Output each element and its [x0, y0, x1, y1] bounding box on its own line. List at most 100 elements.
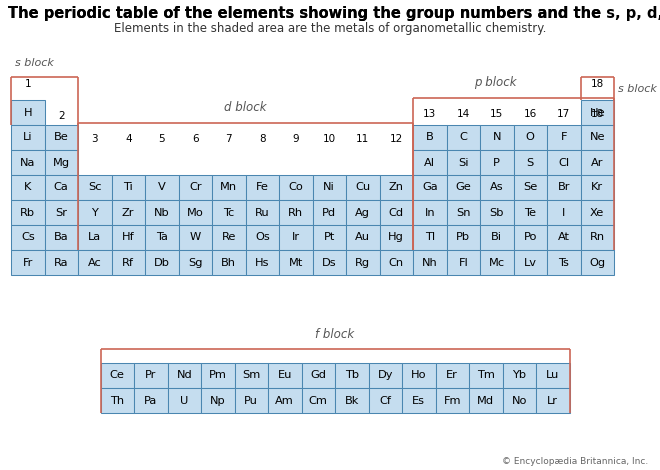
- Text: Mt: Mt: [288, 258, 303, 267]
- Bar: [212, 175, 246, 200]
- Bar: [447, 150, 480, 175]
- Text: Ca: Ca: [54, 182, 69, 193]
- Bar: [480, 150, 513, 175]
- Text: Zn: Zn: [389, 182, 404, 193]
- Bar: [480, 225, 513, 250]
- Bar: [480, 175, 513, 200]
- Bar: [402, 388, 436, 413]
- Bar: [268, 363, 302, 388]
- Bar: [379, 225, 413, 250]
- Text: Pm: Pm: [209, 370, 226, 381]
- Bar: [78, 225, 112, 250]
- Bar: [11, 225, 44, 250]
- Bar: [11, 175, 44, 200]
- Bar: [413, 150, 447, 175]
- Text: Rb: Rb: [20, 207, 36, 218]
- Text: Lu: Lu: [546, 370, 560, 381]
- Bar: [402, 363, 436, 388]
- Bar: [44, 225, 78, 250]
- Bar: [581, 250, 614, 275]
- Text: U: U: [180, 395, 189, 406]
- Bar: [379, 200, 413, 225]
- Text: Cn: Cn: [389, 258, 404, 267]
- Text: Mo: Mo: [187, 207, 204, 218]
- Text: 10: 10: [323, 134, 336, 144]
- Text: Mc: Mc: [488, 258, 505, 267]
- Text: Lv: Lv: [524, 258, 537, 267]
- Bar: [44, 250, 78, 275]
- Text: Al: Al: [424, 157, 435, 167]
- Text: Tl: Tl: [424, 233, 435, 243]
- Bar: [581, 100, 614, 125]
- Text: Eu: Eu: [278, 370, 292, 381]
- Text: Cm: Cm: [309, 395, 327, 406]
- Bar: [246, 200, 279, 225]
- Text: Hf: Hf: [122, 233, 135, 243]
- Bar: [302, 363, 335, 388]
- Bar: [547, 175, 581, 200]
- Text: Rf: Rf: [122, 258, 134, 267]
- Bar: [447, 125, 480, 150]
- Text: Hg: Hg: [388, 233, 404, 243]
- Text: Th: Th: [110, 395, 124, 406]
- Bar: [11, 150, 44, 175]
- Bar: [312, 175, 346, 200]
- Bar: [212, 225, 246, 250]
- Bar: [346, 250, 380, 275]
- Text: Cs: Cs: [21, 233, 34, 243]
- Text: Er: Er: [446, 370, 458, 381]
- Text: Nd: Nd: [176, 370, 192, 381]
- Text: Pa: Pa: [144, 395, 157, 406]
- Text: Kr: Kr: [591, 182, 603, 193]
- Text: Bk: Bk: [345, 395, 359, 406]
- Text: La: La: [88, 233, 102, 243]
- Text: H: H: [24, 108, 32, 118]
- Bar: [145, 250, 178, 275]
- Text: 9: 9: [292, 134, 299, 144]
- Text: 11: 11: [356, 134, 370, 144]
- Text: Cf: Cf: [379, 395, 391, 406]
- Text: Tc: Tc: [223, 207, 234, 218]
- Text: 18: 18: [591, 79, 604, 89]
- Text: He: He: [589, 108, 605, 118]
- Bar: [447, 250, 480, 275]
- Text: Pd: Pd: [322, 207, 337, 218]
- Text: B: B: [426, 133, 434, 142]
- Bar: [346, 225, 380, 250]
- Text: Gd: Gd: [310, 370, 326, 381]
- Text: Fl: Fl: [459, 258, 468, 267]
- Bar: [145, 225, 178, 250]
- Bar: [513, 200, 547, 225]
- Text: K: K: [24, 182, 32, 193]
- Text: s block: s block: [15, 58, 54, 68]
- Text: 12: 12: [389, 134, 403, 144]
- Text: Nh: Nh: [422, 258, 438, 267]
- Bar: [178, 175, 212, 200]
- Text: Ra: Ra: [54, 258, 69, 267]
- Text: Mg: Mg: [53, 157, 70, 167]
- Bar: [279, 175, 312, 200]
- Bar: [480, 250, 513, 275]
- Bar: [168, 363, 201, 388]
- Text: Ba: Ba: [54, 233, 69, 243]
- Text: Rg: Rg: [355, 258, 370, 267]
- Bar: [413, 125, 447, 150]
- Text: Sn: Sn: [456, 207, 471, 218]
- Text: Os: Os: [255, 233, 270, 243]
- Bar: [547, 250, 581, 275]
- Bar: [547, 200, 581, 225]
- Bar: [279, 250, 312, 275]
- Text: C: C: [459, 133, 467, 142]
- Bar: [581, 175, 614, 200]
- Bar: [234, 363, 268, 388]
- Bar: [302, 388, 335, 413]
- Text: Fe: Fe: [256, 182, 269, 193]
- Text: Ne: Ne: [589, 133, 605, 142]
- Text: 7: 7: [226, 134, 232, 144]
- Bar: [268, 388, 302, 413]
- Bar: [379, 175, 413, 200]
- Bar: [502, 363, 536, 388]
- Text: The periodic table of the elements showing the group numbers and the: The periodic table of the elements showi…: [8, 6, 607, 21]
- Text: Fr: Fr: [22, 258, 33, 267]
- Bar: [513, 125, 547, 150]
